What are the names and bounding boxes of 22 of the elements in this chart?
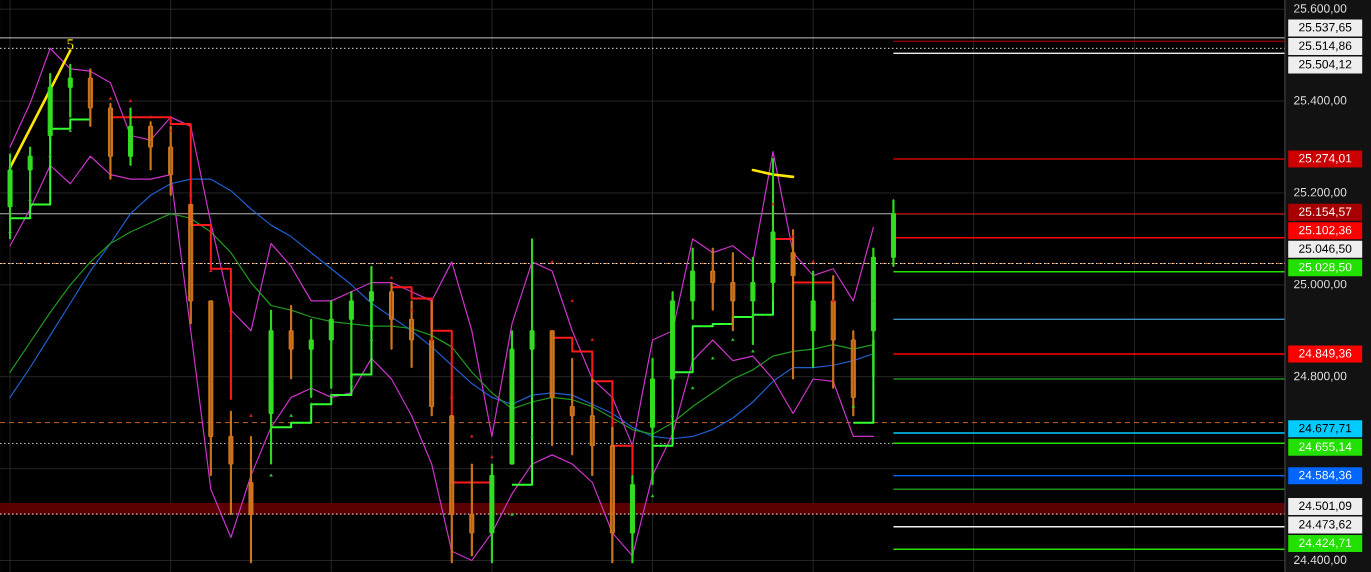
ref-line-label: 24.424,71: [1299, 538, 1352, 549]
ref-line-label: 25.154,57: [1299, 207, 1352, 218]
ref-line-label: 25.274,01: [1299, 154, 1352, 164]
y-tick-label: 25.600,00: [1294, 4, 1347, 15]
ref-line-label: 25.537,65: [1299, 23, 1352, 33]
ref-line-label: 25.028,50: [1299, 262, 1352, 273]
annotation: 5: [67, 39, 74, 50]
ref-line-label: 24.584,36: [1299, 470, 1352, 481]
y-tick-label: 24.400,00: [1294, 555, 1347, 566]
y-tick-label: 25.000,00: [1294, 279, 1347, 290]
ref-line-label: 25.046,50: [1299, 244, 1352, 255]
y-tick-label: 24.800,00: [1294, 371, 1347, 382]
ref-line-label: 24.473,62: [1299, 520, 1352, 530]
y-tick-label: 25.200,00: [1294, 188, 1347, 198]
ref-line-label: 25.504,12: [1299, 60, 1352, 70]
ref-line-label: 25.514,86: [1299, 41, 1352, 52]
y-tick-label: 25.400,00: [1294, 96, 1347, 107]
ref-line-label: 24.655,14: [1299, 442, 1352, 453]
ref-line-label: 24.501,09: [1299, 501, 1352, 512]
ref-line-label: 24.849,36: [1299, 349, 1352, 360]
ref-line-label: 25.102,36: [1299, 225, 1352, 236]
ref-line-label: 24.677,71: [1299, 423, 1352, 434]
